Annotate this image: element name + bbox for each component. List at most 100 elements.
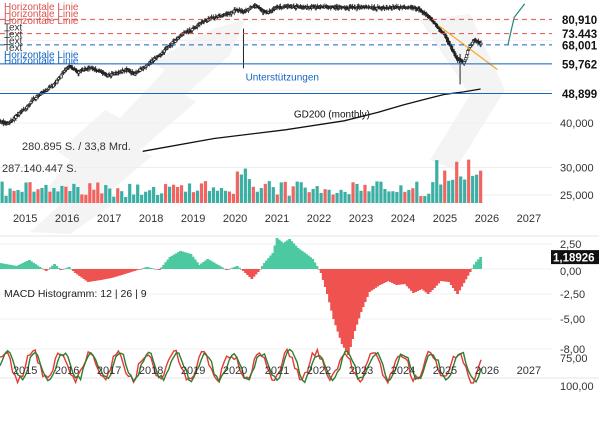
macd-bar xyxy=(344,269,348,352)
macd-bar xyxy=(111,269,115,278)
macd-bar xyxy=(172,254,176,269)
x-tick-label: 2019 xyxy=(181,365,205,377)
volume-bar xyxy=(375,181,379,203)
macd-bar xyxy=(393,269,396,284)
price-badge xyxy=(560,86,599,101)
macd-bar xyxy=(235,266,239,269)
macd-bar xyxy=(388,269,392,282)
macd-tick-label: 2,50 xyxy=(560,239,581,251)
macd-bar xyxy=(212,262,216,269)
macd-bar xyxy=(277,239,281,269)
volume-bar xyxy=(44,184,48,203)
volume-bar xyxy=(84,194,88,203)
macd-bar xyxy=(84,269,88,281)
macd-bar xyxy=(372,269,375,290)
macd-bar xyxy=(74,269,77,273)
volume-bar xyxy=(267,181,271,203)
oscillator-lines xyxy=(0,347,482,385)
volume-bar xyxy=(8,188,12,203)
macd-bar xyxy=(321,269,325,280)
macd-bar xyxy=(32,262,35,269)
price-badge xyxy=(560,37,599,52)
watermark-logo xyxy=(30,14,505,234)
macd-bar xyxy=(206,259,210,269)
macd-bar xyxy=(279,241,283,269)
macd-bar xyxy=(0,263,4,269)
macd-bar xyxy=(42,269,46,270)
volume-bar xyxy=(471,175,475,203)
macd-bar xyxy=(336,269,340,332)
x-tick-label: 2019 xyxy=(181,213,205,225)
macd-bar xyxy=(97,269,101,281)
volume-bar xyxy=(295,181,299,203)
macd-bar xyxy=(313,262,317,269)
x-tick-label: 2021 xyxy=(265,365,289,377)
macd-bar xyxy=(451,269,455,288)
volume-bar xyxy=(112,196,116,203)
volume-bar xyxy=(343,191,347,203)
macd-bar xyxy=(441,269,445,282)
volume-bar xyxy=(40,187,44,203)
volume-bar xyxy=(287,195,291,203)
candle-body xyxy=(466,50,470,55)
macd-bar xyxy=(462,269,466,283)
macd-bar xyxy=(21,263,25,269)
macd-bar xyxy=(179,251,182,269)
annotation: Unterstützungen xyxy=(246,72,319,83)
macd-tick-label: -8,00 xyxy=(560,344,585,356)
volume-bar xyxy=(16,190,20,203)
volume-bar xyxy=(467,159,471,203)
volume-bar xyxy=(415,181,419,203)
macd-bar xyxy=(27,260,31,269)
macd-bar xyxy=(378,269,382,285)
volume-bar xyxy=(435,160,439,203)
macd-bar xyxy=(332,269,336,319)
volume-bar xyxy=(108,188,112,203)
macd-bar xyxy=(349,269,352,347)
macd-bar xyxy=(4,264,8,269)
volume-bar xyxy=(279,182,283,203)
volume-bar xyxy=(255,191,259,203)
volume-bar xyxy=(144,191,148,203)
macd-bar xyxy=(185,252,189,269)
macd-bar xyxy=(382,269,386,283)
x-tick-label: 2025 xyxy=(433,365,457,377)
macd-bar xyxy=(195,262,199,269)
volume-bar xyxy=(323,189,327,203)
macd-bar xyxy=(229,268,233,269)
volume-bar xyxy=(100,193,104,203)
macd-bar xyxy=(466,269,470,276)
macd-bar xyxy=(46,269,50,270)
volume-bar xyxy=(315,186,319,203)
macd-bar xyxy=(76,269,80,275)
x-tick-label: 2015 xyxy=(13,365,37,377)
volume-bar xyxy=(259,188,263,203)
macd-bar xyxy=(479,257,483,269)
volume-bar xyxy=(455,161,459,203)
macd-bar xyxy=(412,269,415,293)
volume-bar xyxy=(140,194,144,203)
macd-bar xyxy=(315,266,319,269)
macd-bar xyxy=(374,269,378,288)
macd-bar xyxy=(67,267,71,269)
line-label: Horizontale Linie xyxy=(4,56,79,67)
macd-bar xyxy=(250,269,254,279)
volume-bar xyxy=(148,190,152,203)
volume-bar xyxy=(156,194,160,203)
volume-bar xyxy=(32,191,36,203)
volume-bar xyxy=(28,182,32,203)
macd-bar xyxy=(23,262,27,269)
macd-bar xyxy=(149,268,153,269)
macd-bar xyxy=(273,245,277,269)
volume-bar xyxy=(283,181,287,203)
macd-bar xyxy=(252,269,256,277)
macd-bar xyxy=(38,267,42,269)
macd-bar xyxy=(168,257,172,269)
volume-bar xyxy=(407,189,411,203)
volume-bar xyxy=(351,182,355,203)
price-badge-label: 80,910 xyxy=(562,15,597,27)
x-tick-label: 2018 xyxy=(139,213,163,225)
macd-bar xyxy=(244,269,247,273)
macd-bar xyxy=(305,254,308,269)
